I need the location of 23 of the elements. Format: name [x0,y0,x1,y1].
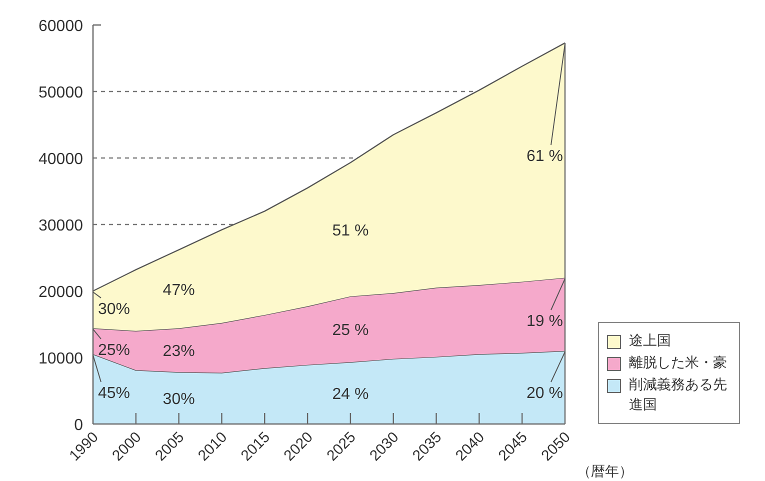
y-tick-label: 30000 [38,218,84,234]
annotation: 25% [98,342,130,359]
annotation: 19 % [526,312,563,330]
annotation: 30% [162,391,195,408]
y-tick-label: 10000 [38,350,84,368]
annotation: 30% [98,300,130,318]
annotation: 45% [98,385,130,402]
annotation: 20 % [526,385,563,402]
annotation: 25 % [332,322,369,340]
y-tick-label: 60000 [38,18,84,35]
annotation: 61 % [526,148,563,166]
y-tick-label: 20000 [38,284,84,301]
legend-label: 削減義務ある先進国 [629,376,728,415]
annotation: 51 % [332,222,369,240]
legend-label: 離脱した米・豪 [629,354,728,373]
legend-label: 途上国 [629,332,672,351]
annotation: 23% [162,343,195,360]
x-axis-title: （暦年） [577,464,633,480]
annotation: 24 % [332,386,369,404]
annotation: 47% [162,282,195,300]
y-tick-label: 40000 [38,151,84,168]
y-tick-label: 0 [74,417,84,434]
y-tick-label: 50000 [38,84,84,102]
